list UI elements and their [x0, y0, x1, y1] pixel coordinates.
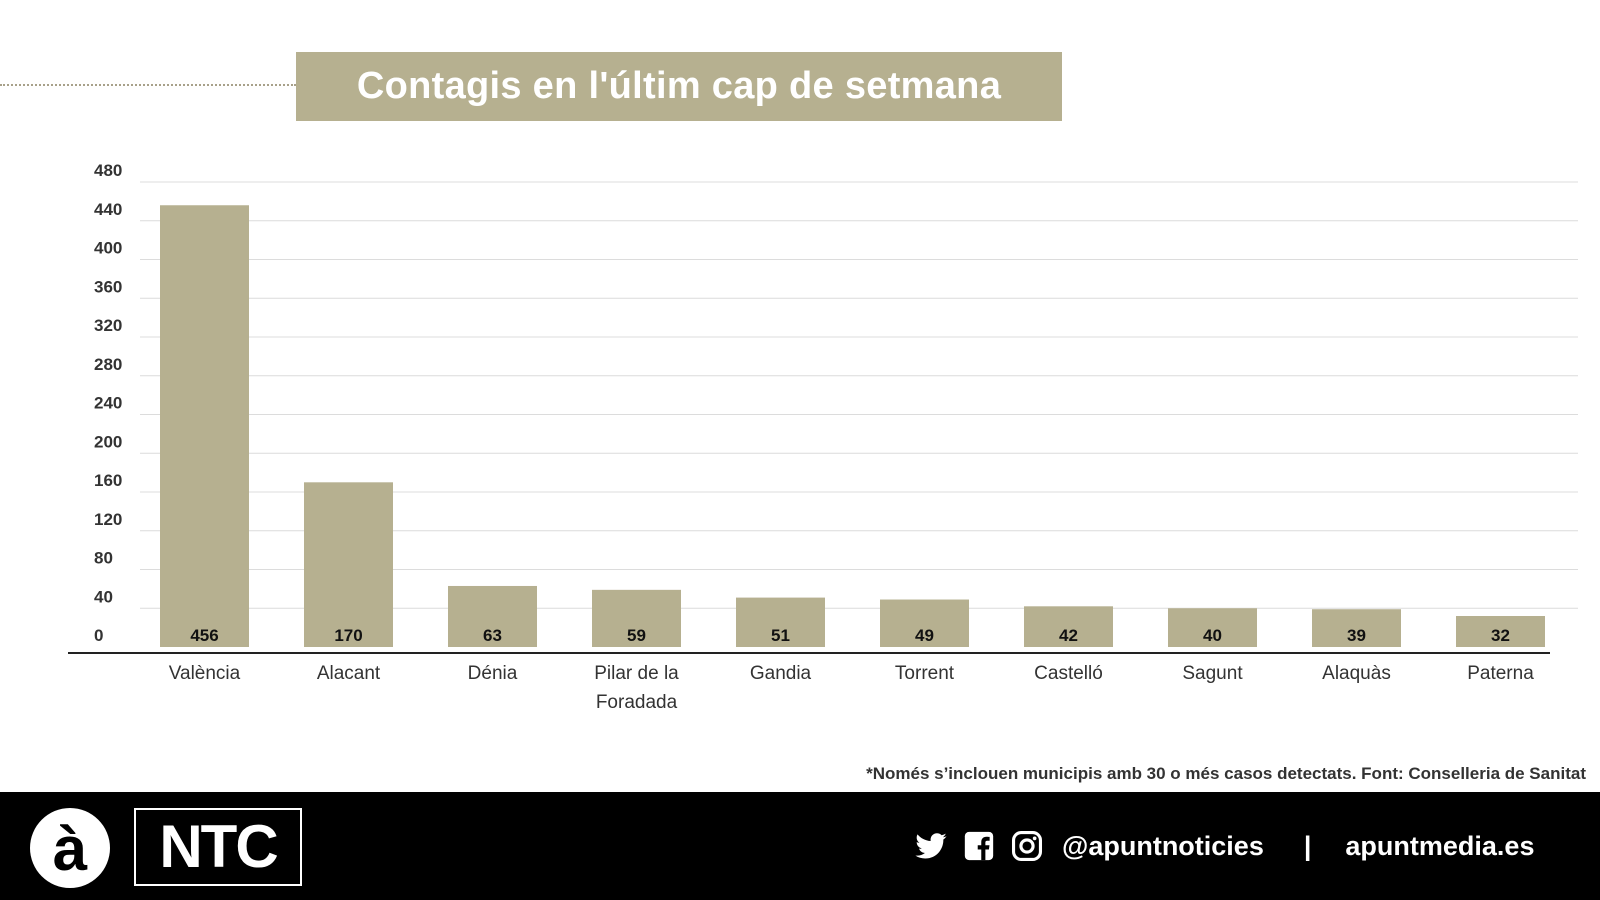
instagram-icon[interactable] [1010, 829, 1044, 863]
social-links: @apuntnoticies | apuntmedia.es [914, 822, 1534, 870]
x-tick-label: Alaquàs [1322, 663, 1391, 684]
footer-bar: à NTC @apuntnoticies | apuntmedia.es [0, 792, 1600, 900]
y-tick-label: 400 [94, 239, 122, 258]
x-tick-label: Torrent [895, 663, 955, 684]
y-tick-label: 40 [94, 587, 113, 606]
x-tick-label: Paterna [1467, 663, 1534, 684]
x-tick-label: Gandia [750, 663, 812, 684]
website-link[interactable]: apuntmedia.es [1345, 830, 1535, 861]
footer-separator: | [1303, 830, 1312, 861]
bar-value-label: 59 [627, 626, 646, 645]
y-tick-label: 440 [94, 200, 122, 219]
bar [880, 599, 969, 647]
y-tick-label: 120 [94, 510, 122, 529]
x-tick-label: Dénia [468, 663, 518, 684]
bar-value-label: 63 [483, 626, 502, 645]
y-tick-label: 80 [94, 549, 113, 568]
bar-value-label: 39 [1347, 626, 1366, 645]
title-dotted-line [0, 84, 296, 86]
bar [1168, 608, 1257, 647]
chart-title: Contagis en l'últim cap de setmana [296, 52, 1062, 121]
y-tick-label: 160 [94, 471, 122, 490]
bar [736, 597, 825, 647]
bar-value-label: 456 [190, 626, 218, 645]
y-tick-label: 240 [94, 394, 122, 413]
y-tick-label: 360 [94, 277, 122, 296]
bar-value-label: 42 [1059, 626, 1078, 645]
facebook-icon[interactable] [962, 829, 996, 863]
y-tick-label: 200 [94, 432, 122, 451]
bar-value-label: 49 [915, 626, 934, 645]
bar [160, 205, 249, 647]
bar-value-label: 170 [334, 626, 362, 645]
bar [592, 589, 681, 647]
bar [1024, 606, 1113, 647]
bar [304, 482, 393, 647]
y-tick-label: 280 [94, 355, 122, 374]
social-handle[interactable]: @apuntnoticies [1062, 830, 1264, 861]
y-tick-label: 480 [94, 161, 122, 180]
x-tick-label: Sagunt [1182, 663, 1243, 684]
bar [448, 585, 537, 647]
bar-value-label: 40 [1203, 626, 1222, 645]
bar [1456, 616, 1545, 647]
x-tick-label: València [169, 663, 241, 684]
ntc-logo[interactable]: NTC [134, 808, 302, 886]
footnote: *Només s’inclouen municipis amb 30 o més… [866, 764, 1586, 783]
x-tick-label: Castelló [1034, 663, 1103, 684]
twitter-icon[interactable] [914, 829, 948, 863]
apunt-logo[interactable]: à [30, 808, 110, 888]
y-tick-label: 0 [94, 626, 103, 645]
x-tick-label: Alacant [317, 663, 381, 684]
bar [1312, 609, 1401, 647]
bar-chart: 0 40 80 120 160 200 240 280 320 360 400 440 480 456 Va… [68, 161, 1578, 713]
bar-value-label: 32 [1491, 626, 1510, 645]
x-tick-label: Pilar de la Foradada [594, 663, 679, 713]
bar-value-label: 51 [771, 626, 790, 645]
y-tick-label: 320 [94, 316, 122, 335]
